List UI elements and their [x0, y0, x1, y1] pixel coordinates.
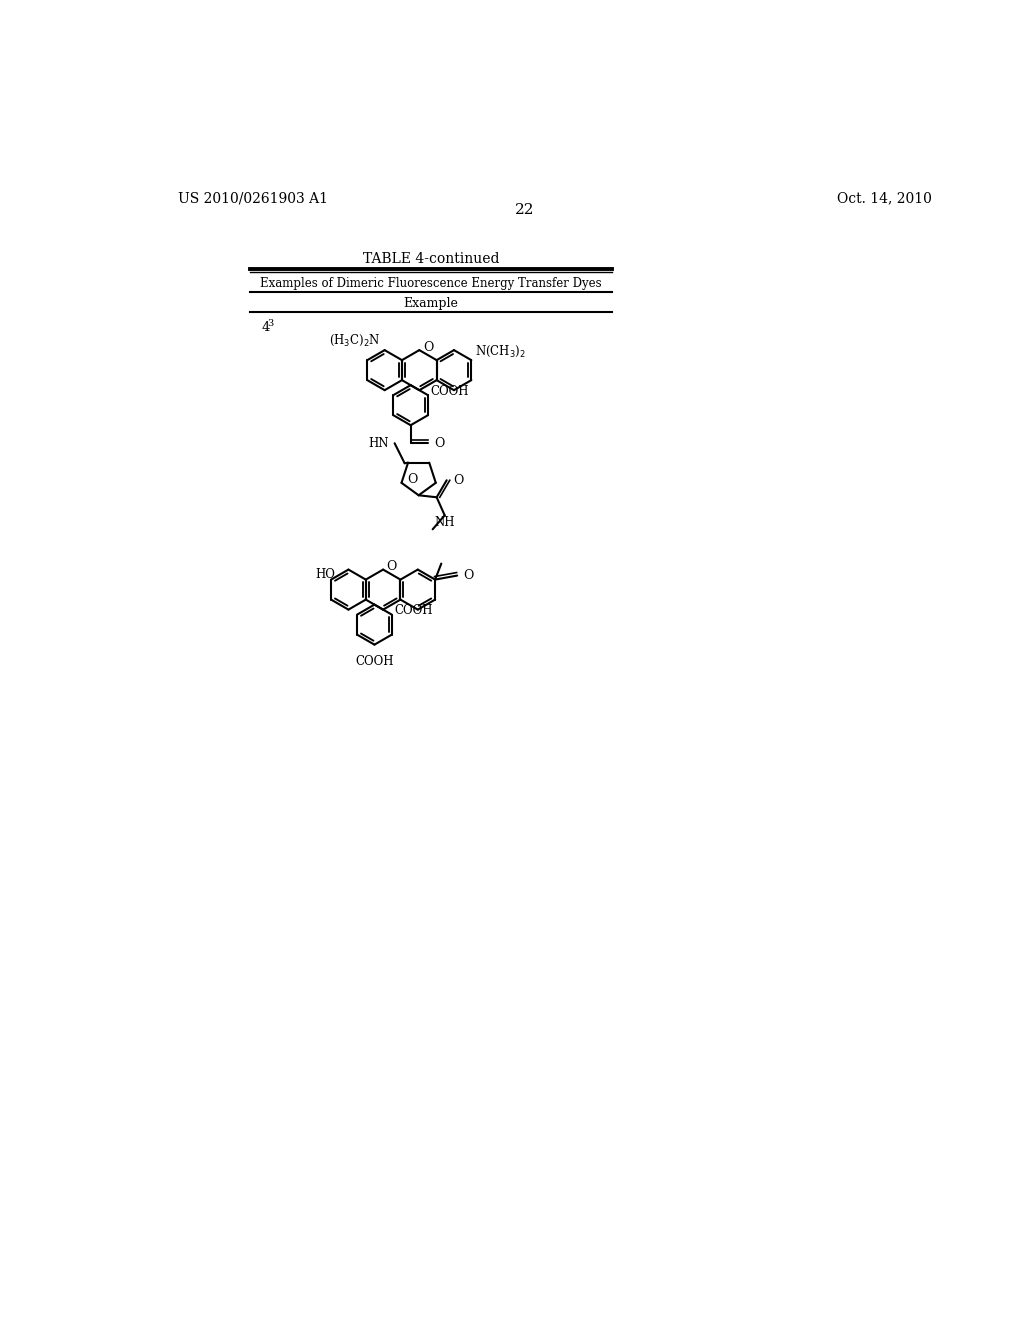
- Text: US 2010/0261903 A1: US 2010/0261903 A1: [178, 191, 329, 206]
- Text: COOH: COOH: [394, 605, 432, 618]
- Text: Oct. 14, 2010: Oct. 14, 2010: [838, 191, 932, 206]
- Text: O: O: [387, 561, 397, 573]
- Text: 4: 4: [261, 321, 270, 334]
- Text: Example: Example: [403, 297, 459, 310]
- Text: HN: HN: [368, 437, 388, 450]
- Text: O: O: [463, 569, 474, 582]
- Text: 3: 3: [267, 318, 273, 327]
- Text: NH: NH: [434, 516, 455, 529]
- Text: O: O: [453, 474, 463, 487]
- Text: COOH: COOH: [355, 656, 393, 668]
- Text: (H$_3$C)$_2$N: (H$_3$C)$_2$N: [329, 333, 381, 348]
- Text: 22: 22: [515, 203, 535, 216]
- Text: O: O: [408, 474, 418, 486]
- Text: O: O: [434, 437, 444, 450]
- Text: HO: HO: [315, 568, 336, 581]
- Text: TABLE 4-continued: TABLE 4-continued: [362, 252, 499, 265]
- Text: N(CH$_3$)$_2$: N(CH$_3$)$_2$: [475, 343, 526, 359]
- Text: Examples of Dimeric Fluorescence Energy Transfer Dyes: Examples of Dimeric Fluorescence Energy …: [260, 277, 602, 289]
- Text: COOH: COOH: [430, 385, 469, 397]
- Text: O: O: [423, 341, 433, 354]
